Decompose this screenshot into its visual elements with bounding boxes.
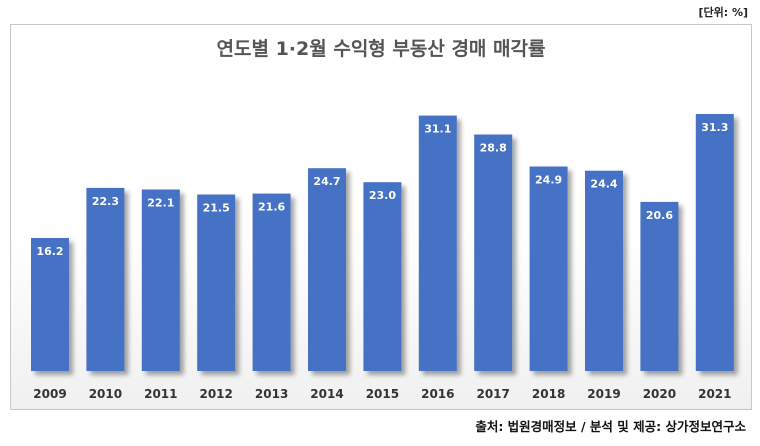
value-label-2019: 24.4 <box>590 178 617 191</box>
bar-2020 <box>640 201 679 371</box>
x-tick-label-2011: 2011 <box>144 387 177 401</box>
bar-2015 <box>363 182 402 371</box>
value-label-2015: 23.0 <box>369 189 396 202</box>
value-label-2018: 24.9 <box>535 174 562 187</box>
chart-title: 연도별 1·2월 수익형 부동산 경매 매각률 <box>216 38 546 60</box>
x-tick-label-2021: 2021 <box>698 387 731 401</box>
x-tick-label-2012: 2012 <box>199 387 232 401</box>
x-tick-label-2020: 2020 <box>643 387 676 401</box>
bar-2011 <box>141 189 180 371</box>
value-label-2012: 21.5 <box>203 202 230 215</box>
value-label-2013: 21.6 <box>258 201 285 214</box>
value-label-2020: 20.6 <box>646 209 673 222</box>
bar-2017 <box>474 134 513 371</box>
x-tick-label-2017: 2017 <box>476 387 509 401</box>
value-label-2011: 22.1 <box>147 197 174 210</box>
value-label-2021: 31.3 <box>701 121 728 134</box>
value-label-2009: 16.2 <box>36 245 63 258</box>
bar-2013 <box>252 193 291 371</box>
x-tick-label-2010: 2010 <box>89 387 122 401</box>
x-tick-label-2009: 2009 <box>33 387 66 401</box>
x-tick-label-2019: 2019 <box>587 387 620 401</box>
value-label-2010: 22.3 <box>92 195 119 208</box>
bar-2021 <box>695 114 734 371</box>
x-tick-label-2014: 2014 <box>310 387 343 401</box>
bars-layer <box>31 114 734 371</box>
x-axis-tick-labels: 2009 2010 2011 2012 2013 2014 2015 2016 2017 2018… <box>33 387 731 401</box>
value-labels-layer: 16.2 22.3 22.1 21.5 21.6 24.7 23.0 31.1 28.8 24.9… <box>36 121 728 258</box>
bar-2014 <box>308 168 346 371</box>
x-tick-label-2015: 2015 <box>366 387 399 401</box>
bar-2012 <box>197 194 236 371</box>
value-label-2014: 24.7 <box>313 175 340 188</box>
x-tick-label-2016: 2016 <box>421 387 454 401</box>
bar-2019 <box>585 170 623 371</box>
source-note: 출처: 법원경매정보 / 분석 및 제공: 상가정보연구소 <box>475 419 746 434</box>
x-tick-label-2013: 2013 <box>255 387 288 401</box>
unit-label: [단위: %] <box>698 6 748 19</box>
bar-2016 <box>418 115 457 371</box>
value-label-2016: 31.1 <box>424 123 451 136</box>
value-label-2017: 28.8 <box>480 142 507 155</box>
bar-2010 <box>86 187 125 371</box>
bar-2018 <box>529 166 568 371</box>
x-tick-label-2018: 2018 <box>532 387 565 401</box>
bar-2009 <box>31 238 69 371</box>
